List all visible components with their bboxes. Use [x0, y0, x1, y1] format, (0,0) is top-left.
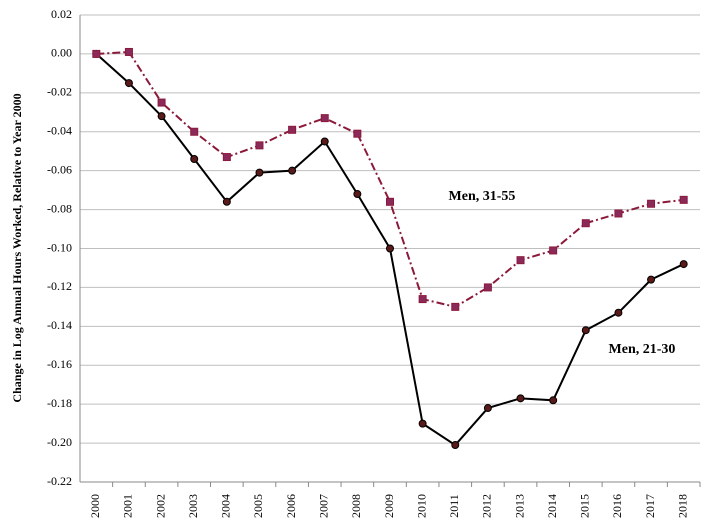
x-tick-label: 2008: [349, 494, 363, 518]
marker: [222, 153, 231, 162]
marker: [222, 197, 231, 206]
series-label: Men, 31-55: [449, 189, 516, 204]
marker: [679, 195, 688, 204]
y-tick-label: -0.02: [47, 85, 72, 99]
marker: [353, 129, 362, 138]
marker: [157, 112, 166, 121]
marker: [124, 47, 133, 56]
x-tick-label: 2004: [219, 494, 233, 518]
y-tick-label: -0.06: [47, 162, 72, 176]
marker: [549, 396, 558, 405]
x-tick-label: 2000: [88, 494, 102, 518]
marker: [679, 260, 688, 269]
marker: [190, 154, 199, 163]
y-tick-label: -0.20: [47, 435, 72, 449]
marker: [255, 141, 264, 150]
marker: [255, 168, 264, 177]
y-tick-label: 0.00: [51, 46, 72, 60]
x-tick-label: 2009: [382, 494, 396, 518]
marker: [190, 127, 199, 136]
marker: [549, 246, 558, 255]
marker: [581, 326, 590, 335]
marker: [288, 166, 297, 175]
marker: [451, 441, 460, 450]
y-tick-label: -0.08: [47, 201, 72, 215]
x-tick-label: 2005: [251, 494, 265, 518]
y-tick-label: -0.14: [47, 318, 72, 332]
x-tick-label: 2018: [675, 494, 689, 518]
y-tick-label: -0.16: [47, 357, 72, 371]
marker: [581, 219, 590, 228]
y-tick-label: 0.02: [51, 7, 72, 21]
x-tick-label: 2007: [316, 494, 330, 518]
marker: [483, 283, 492, 292]
x-tick-label: 2015: [578, 494, 592, 518]
marker: [288, 125, 297, 134]
y-tick-label: -0.10: [47, 240, 72, 254]
x-tick-label: 2017: [643, 494, 657, 518]
y-tick-label: -0.04: [47, 124, 72, 138]
marker: [320, 137, 329, 146]
marker: [124, 79, 133, 88]
x-tick-label: 2001: [121, 494, 135, 518]
y-tick-label: -0.22: [47, 474, 72, 488]
x-tick-label: 2002: [153, 494, 167, 518]
marker: [516, 256, 525, 265]
y-tick-label: -0.12: [47, 279, 72, 293]
x-tick-label: 2010: [414, 494, 428, 518]
x-tick-label: 2013: [512, 494, 526, 518]
series-line: [96, 50, 684, 308]
y-tick-label: -0.18: [47, 396, 72, 410]
marker: [647, 275, 656, 284]
x-tick-label: 2011: [447, 494, 461, 518]
x-tick-label: 2006: [284, 494, 298, 518]
marker: [483, 404, 492, 413]
marker: [418, 419, 427, 428]
marker: [353, 190, 362, 199]
marker: [418, 295, 427, 304]
marker: [647, 199, 656, 208]
marker: [614, 308, 623, 317]
marker: [451, 302, 460, 311]
x-tick-label: 2012: [480, 494, 494, 518]
marker: [614, 209, 623, 218]
marker: [157, 98, 166, 107]
x-tick-label: 2016: [610, 494, 624, 518]
series-label: Men, 21-30: [609, 342, 676, 357]
y-axis-label: Change in Log Annual Hours Worked, Relat…: [10, 93, 24, 402]
marker: [320, 114, 329, 123]
marker: [386, 244, 394, 253]
marker: [516, 394, 525, 403]
marker: [386, 197, 394, 206]
marker: [92, 49, 101, 58]
x-tick-label: 2014: [545, 494, 559, 518]
x-tick-label: 2003: [186, 494, 200, 518]
